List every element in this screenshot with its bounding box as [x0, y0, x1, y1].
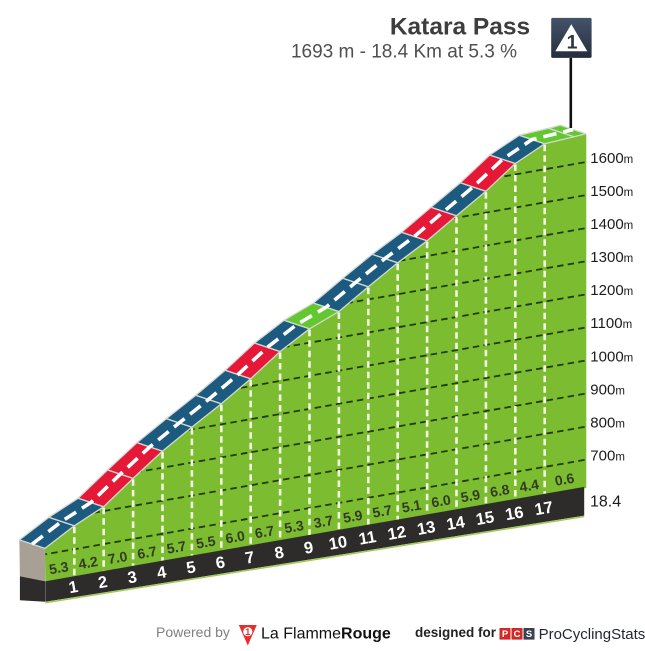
svg-text:S: S: [526, 629, 532, 640]
svg-text:5.5: 5.5: [195, 532, 217, 551]
svg-text:2: 2: [97, 573, 109, 592]
svg-text:5: 5: [185, 558, 197, 577]
svg-text:3.7: 3.7: [312, 512, 334, 531]
svg-text:1: 1: [245, 627, 250, 637]
svg-text:4.2: 4.2: [77, 553, 99, 572]
svg-text:14: 14: [445, 513, 467, 534]
svg-text:3: 3: [126, 568, 138, 587]
svg-text:0.6: 0.6: [553, 470, 575, 489]
svg-text:5.9: 5.9: [342, 507, 364, 526]
svg-text:7: 7: [244, 548, 256, 567]
svg-text:P: P: [502, 629, 509, 640]
svg-text:6: 6: [214, 553, 226, 572]
svg-text:700m: 700m: [590, 448, 625, 465]
svg-text:7.0: 7.0: [107, 548, 129, 567]
svg-text:5.3: 5.3: [283, 517, 305, 536]
svg-text:11: 11: [357, 528, 377, 549]
svg-text:Katara Pass: Katara Pass: [390, 14, 530, 41]
svg-text:1300m: 1300m: [590, 249, 633, 266]
svg-text:5.9: 5.9: [459, 486, 481, 505]
svg-text:1000m: 1000m: [590, 348, 633, 365]
svg-text:6.0: 6.0: [430, 491, 452, 510]
svg-text:5.3: 5.3: [48, 558, 70, 577]
svg-text:6.7: 6.7: [136, 543, 158, 562]
svg-text:Powered by: Powered by: [156, 624, 230, 640]
svg-text:6.0: 6.0: [224, 527, 246, 546]
svg-text:17: 17: [533, 498, 554, 519]
svg-text:4.4: 4.4: [518, 476, 540, 495]
svg-text:1693 m - 18.4 Km at 5.3 %: 1693 m - 18.4 Km at 5.3 %: [291, 42, 517, 63]
svg-text:8: 8: [273, 544, 285, 563]
svg-text:4: 4: [156, 563, 169, 582]
svg-text:16: 16: [504, 503, 525, 524]
svg-text:900m: 900m: [590, 381, 625, 398]
svg-text:1500m: 1500m: [590, 183, 633, 200]
svg-text:18.4: 18.4: [590, 494, 621, 511]
svg-text:6.7: 6.7: [254, 522, 276, 541]
svg-text:9: 9: [303, 539, 315, 558]
svg-text:12: 12: [386, 523, 407, 544]
svg-text:C: C: [514, 629, 521, 640]
svg-text:1400m: 1400m: [590, 216, 633, 233]
svg-text:5.7: 5.7: [371, 502, 393, 521]
svg-text:5.1: 5.1: [401, 496, 423, 515]
svg-text:1: 1: [67, 578, 79, 597]
svg-text:1200m: 1200m: [590, 282, 633, 299]
svg-text:1100m: 1100m: [590, 315, 632, 332]
svg-text:designed for: designed for: [415, 625, 497, 640]
svg-text:1: 1: [567, 31, 578, 53]
svg-text:5.7: 5.7: [165, 538, 187, 557]
svg-text:ProCyclingStats: ProCyclingStats: [539, 626, 645, 643]
svg-text:800m: 800m: [590, 414, 625, 431]
svg-text:10: 10: [327, 533, 348, 554]
svg-text:15: 15: [474, 508, 495, 529]
svg-text:13: 13: [416, 518, 437, 539]
svg-text:6.8: 6.8: [489, 481, 511, 500]
svg-text:1600m: 1600m: [590, 150, 633, 167]
svg-text:La FlammeRouge: La FlammeRouge: [261, 626, 391, 643]
